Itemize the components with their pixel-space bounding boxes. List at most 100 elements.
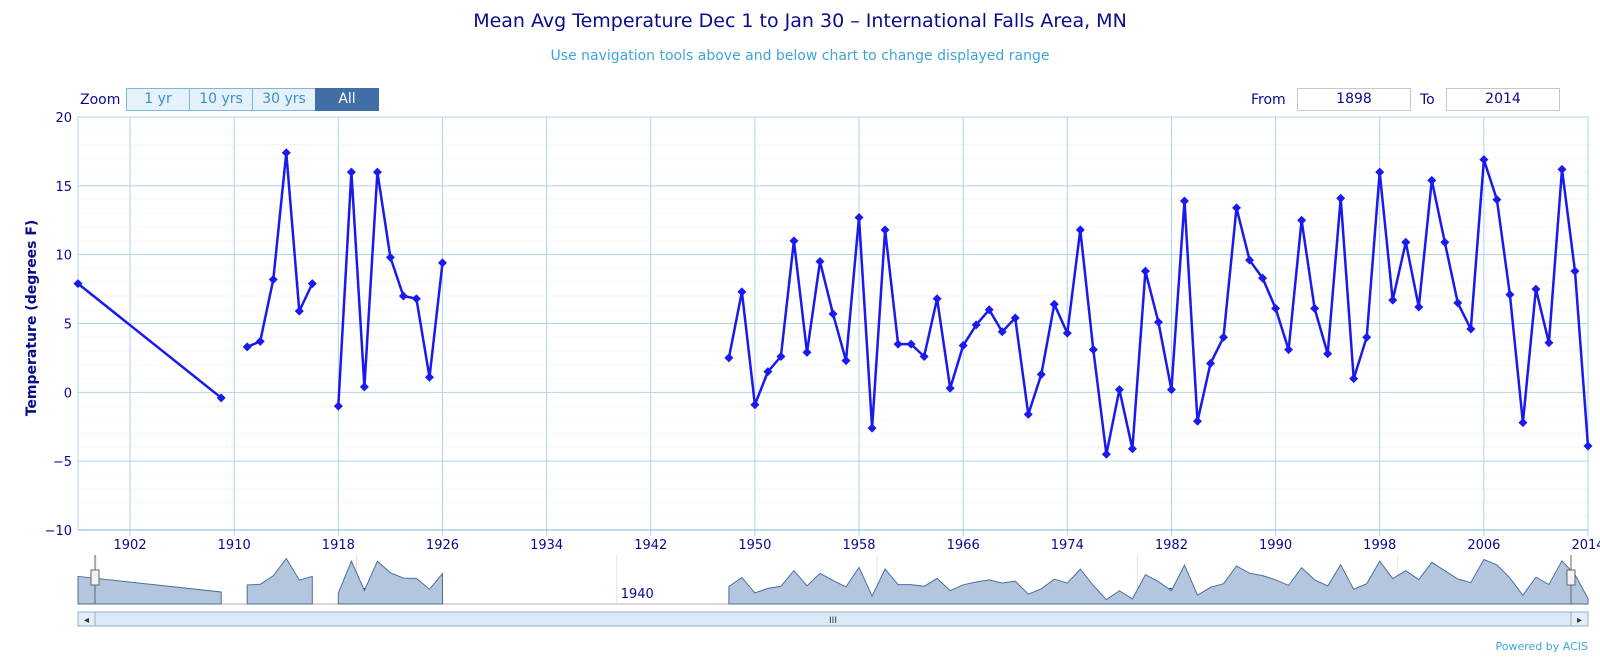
data-point bbox=[1153, 317, 1163, 327]
data-point bbox=[268, 274, 278, 284]
data-point bbox=[307, 279, 317, 289]
data-point bbox=[242, 342, 252, 352]
powered-by-link[interactable]: Powered by ACIS bbox=[1495, 640, 1589, 653]
data-point bbox=[1179, 196, 1189, 206]
from-date-input[interactable]: 1898 bbox=[1297, 88, 1411, 111]
y-tick-label: −5 bbox=[53, 455, 72, 470]
from-label: From bbox=[1251, 92, 1286, 108]
data-point bbox=[776, 352, 786, 362]
data-point bbox=[1284, 345, 1294, 355]
y-tick-label: 5 bbox=[64, 318, 72, 333]
data-point bbox=[1453, 298, 1463, 308]
data-point bbox=[1531, 284, 1541, 294]
data-point bbox=[1023, 409, 1033, 419]
scrollbar-left-arrow-icon: ◂ bbox=[84, 615, 89, 626]
data-point bbox=[1427, 175, 1437, 185]
x-tick-label: 2006 bbox=[1467, 538, 1500, 553]
data-point bbox=[1088, 345, 1098, 355]
data-point bbox=[1492, 195, 1502, 205]
data-point bbox=[1297, 215, 1307, 225]
navigator-right-handle[interactable] bbox=[1566, 569, 1576, 586]
data-point bbox=[1570, 266, 1580, 276]
x-tick-label: 1934 bbox=[530, 538, 563, 553]
scrollbar-grip-icon: III bbox=[829, 616, 837, 626]
data-point bbox=[1375, 167, 1385, 177]
data-point bbox=[802, 347, 812, 357]
data-point bbox=[893, 339, 903, 349]
data-point bbox=[1166, 385, 1176, 395]
data-point bbox=[73, 279, 83, 289]
scrollbar-right-arrow[interactable] bbox=[1570, 611, 1589, 627]
x-tick-label: 1966 bbox=[947, 538, 980, 553]
data-point bbox=[932, 294, 942, 304]
x-tick-label: 1902 bbox=[114, 538, 147, 553]
zoom-10yrs-button[interactable]: 10 yrs bbox=[189, 88, 253, 111]
data-point bbox=[763, 367, 773, 377]
data-point bbox=[750, 400, 760, 410]
series-line bbox=[727, 158, 1590, 456]
series-line bbox=[246, 151, 314, 349]
data-point bbox=[1544, 338, 1554, 348]
data-point bbox=[1557, 164, 1567, 174]
data-point bbox=[1258, 273, 1268, 283]
data-point bbox=[919, 352, 929, 362]
chart-subtitle: Use navigation tools above and below cha… bbox=[550, 48, 1050, 64]
data-point bbox=[1140, 266, 1150, 276]
data-point bbox=[1101, 449, 1111, 459]
data-point bbox=[1323, 349, 1333, 359]
data-point bbox=[1310, 303, 1320, 313]
data-point bbox=[971, 320, 981, 330]
data-point bbox=[346, 167, 356, 177]
data-point bbox=[1271, 303, 1281, 313]
data-point bbox=[854, 212, 864, 222]
navigator-tick-label: 1940 bbox=[621, 587, 654, 602]
data-point bbox=[1192, 416, 1202, 426]
zoom-1yr-button[interactable]: 1 yr bbox=[126, 88, 190, 111]
zoom-button-group: 1 yr 10 yrs 30 yrs All bbox=[126, 88, 379, 111]
to-date-input[interactable]: 2014 bbox=[1446, 88, 1560, 111]
scrollbar-left-arrow[interactable] bbox=[77, 611, 96, 627]
data-point bbox=[1440, 237, 1450, 247]
data-point bbox=[815, 257, 825, 267]
data-point bbox=[724, 353, 734, 363]
y-tick-label: −10 bbox=[45, 524, 72, 539]
data-point bbox=[1232, 203, 1242, 213]
y-tick-label: 10 bbox=[55, 249, 72, 264]
x-tick-label: 1918 bbox=[322, 538, 355, 553]
data-point bbox=[1127, 444, 1137, 454]
data-point bbox=[1401, 237, 1411, 247]
y-tick-label: 20 bbox=[55, 111, 72, 126]
data-point bbox=[828, 309, 838, 319]
data-point bbox=[1049, 299, 1059, 309]
x-tick-label: 1950 bbox=[738, 538, 771, 553]
data-point bbox=[1362, 332, 1372, 342]
data-point bbox=[385, 252, 395, 262]
data-point bbox=[333, 401, 343, 411]
y-axis-title: Temperature (degrees F) bbox=[24, 220, 40, 417]
navigator-left-handle[interactable] bbox=[90, 569, 100, 586]
x-tick-label: 1990 bbox=[1259, 538, 1292, 553]
navigator-area bbox=[246, 557, 313, 605]
data-point bbox=[984, 305, 994, 315]
data-point bbox=[1010, 313, 1020, 323]
data-point bbox=[789, 236, 799, 246]
data-point bbox=[1349, 374, 1359, 384]
data-point bbox=[1036, 369, 1046, 379]
data-point bbox=[1245, 255, 1255, 265]
data-point bbox=[281, 148, 291, 158]
y-tick-label: 15 bbox=[55, 180, 72, 195]
to-label: To bbox=[1420, 92, 1435, 108]
x-tick-label: 1910 bbox=[218, 538, 251, 553]
data-point bbox=[1336, 193, 1346, 203]
x-tick-label: 1958 bbox=[842, 538, 875, 553]
data-point bbox=[359, 382, 369, 392]
data-point bbox=[737, 287, 747, 297]
data-point bbox=[424, 372, 434, 382]
data-point bbox=[997, 327, 1007, 337]
data-point bbox=[216, 393, 226, 403]
zoom-all-button[interactable]: All bbox=[315, 88, 379, 111]
data-point bbox=[437, 258, 447, 268]
x-tick-label: 1982 bbox=[1155, 538, 1188, 553]
data-point bbox=[1206, 358, 1215, 368]
